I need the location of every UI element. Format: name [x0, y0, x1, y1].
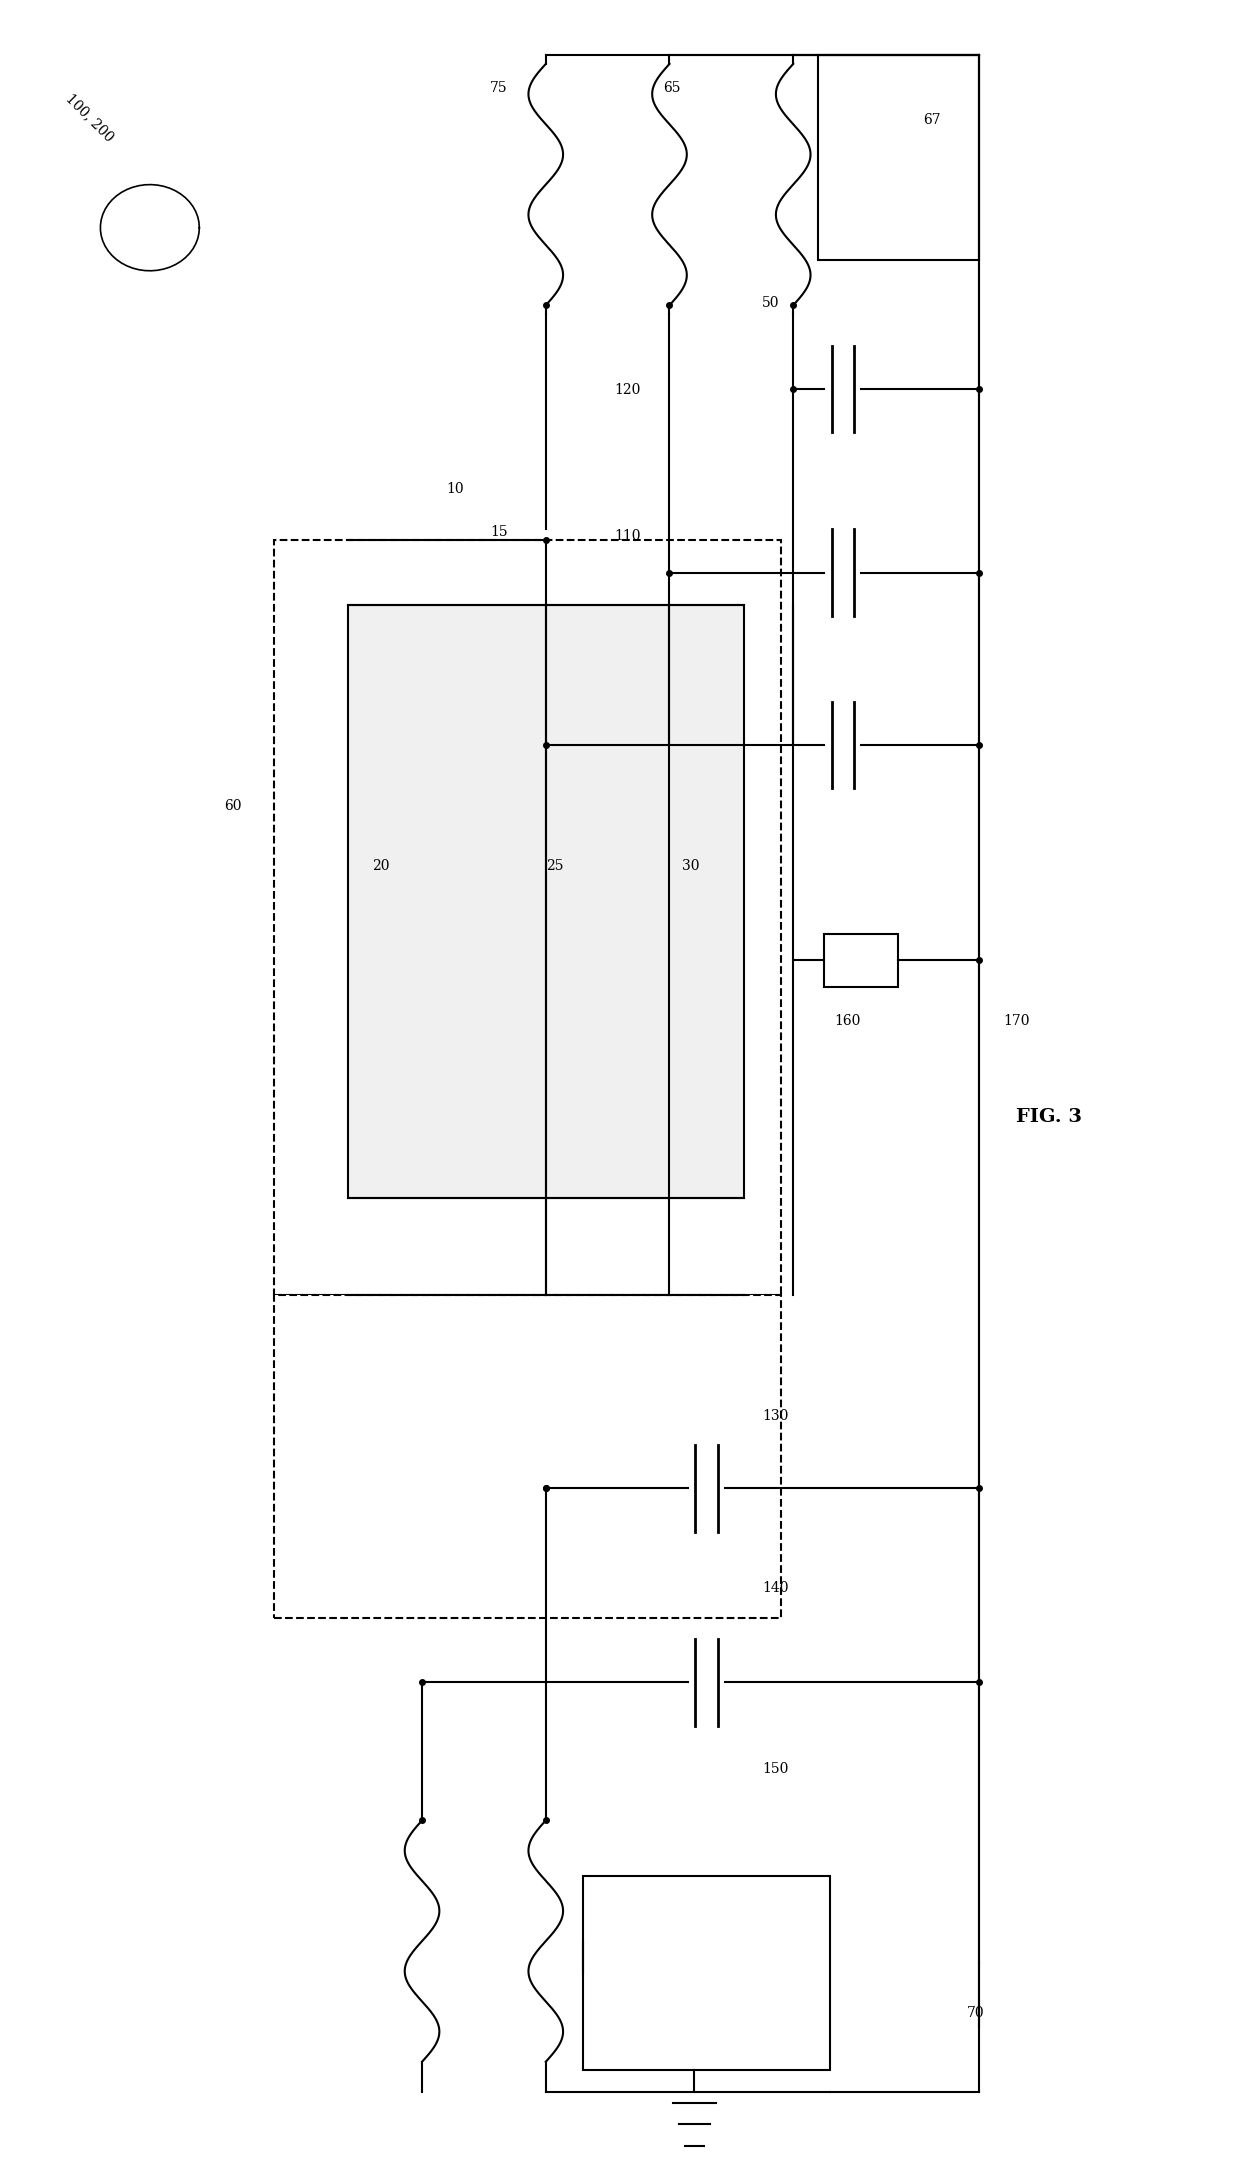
Text: 65: 65: [663, 80, 681, 95]
Bar: [818, 56, 978, 259]
Text: 30: 30: [682, 859, 699, 874]
Bar: [347, 604, 744, 1198]
Text: FIG. 3: FIG. 3: [1016, 1107, 1083, 1126]
Text: 170: 170: [1003, 1014, 1030, 1027]
Bar: [825, 934, 898, 988]
Text: 75: 75: [490, 80, 507, 95]
Text: 10: 10: [446, 481, 465, 496]
Text: 20: 20: [372, 859, 391, 874]
Text: 25: 25: [546, 859, 563, 874]
Text: 140: 140: [763, 1582, 789, 1595]
Text: 67: 67: [923, 112, 941, 127]
Text: 70: 70: [966, 2005, 985, 2020]
Text: 120: 120: [614, 382, 640, 397]
Text: 50: 50: [763, 296, 780, 311]
Bar: [583, 1877, 831, 2070]
Text: 60: 60: [224, 798, 242, 814]
Text: 110: 110: [614, 529, 640, 544]
Text: 160: 160: [835, 1014, 861, 1027]
Text: 150: 150: [763, 1761, 789, 1776]
Bar: [274, 1295, 781, 1618]
Text: 100, 200: 100, 200: [63, 91, 117, 145]
Text: 15: 15: [490, 524, 507, 540]
Bar: [274, 540, 781, 1295]
Text: 130: 130: [763, 1409, 789, 1422]
